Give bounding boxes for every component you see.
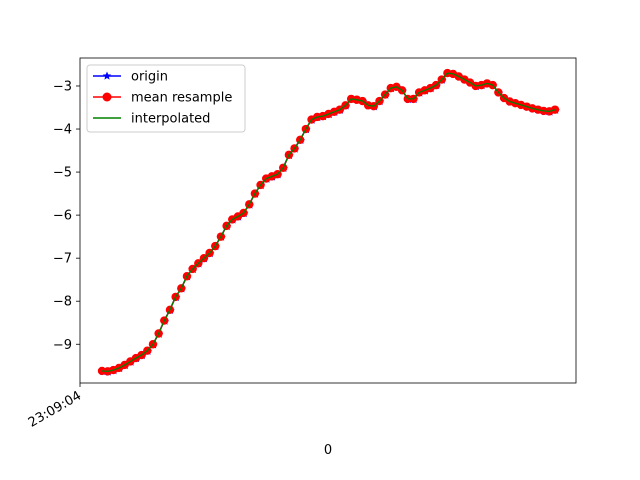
y-tick-label: −9 (53, 338, 72, 353)
mean-resample-point (550, 105, 560, 114)
x-tick-label: 23:09:04 (26, 388, 84, 430)
legend: origin mean resample interpolated (86, 64, 246, 133)
y-tick-label: −6 (53, 209, 72, 224)
y-tick-label: −8 (53, 295, 72, 310)
legend-label: origin (131, 70, 168, 85)
series-interpolated-line (101, 72, 556, 373)
x-axis: 23:09:04 (26, 383, 84, 431)
y-tick-label: −4 (53, 123, 72, 138)
series-group (97, 68, 560, 376)
x-axis-label: 0 (324, 443, 332, 458)
legend-box (86, 64, 246, 133)
legend-circle-marker (102, 92, 112, 102)
legend-label: mean resample (131, 91, 232, 106)
y-tick-label: −5 (53, 166, 72, 181)
legend-label: interpolated (131, 112, 210, 127)
y-tick-label: −7 (53, 252, 72, 267)
y-tick-label: −3 (53, 79, 72, 94)
legend-star-marker (102, 71, 112, 80)
y-axis: −9 −8 −7 −6 −5 −4 −3 (53, 79, 80, 353)
